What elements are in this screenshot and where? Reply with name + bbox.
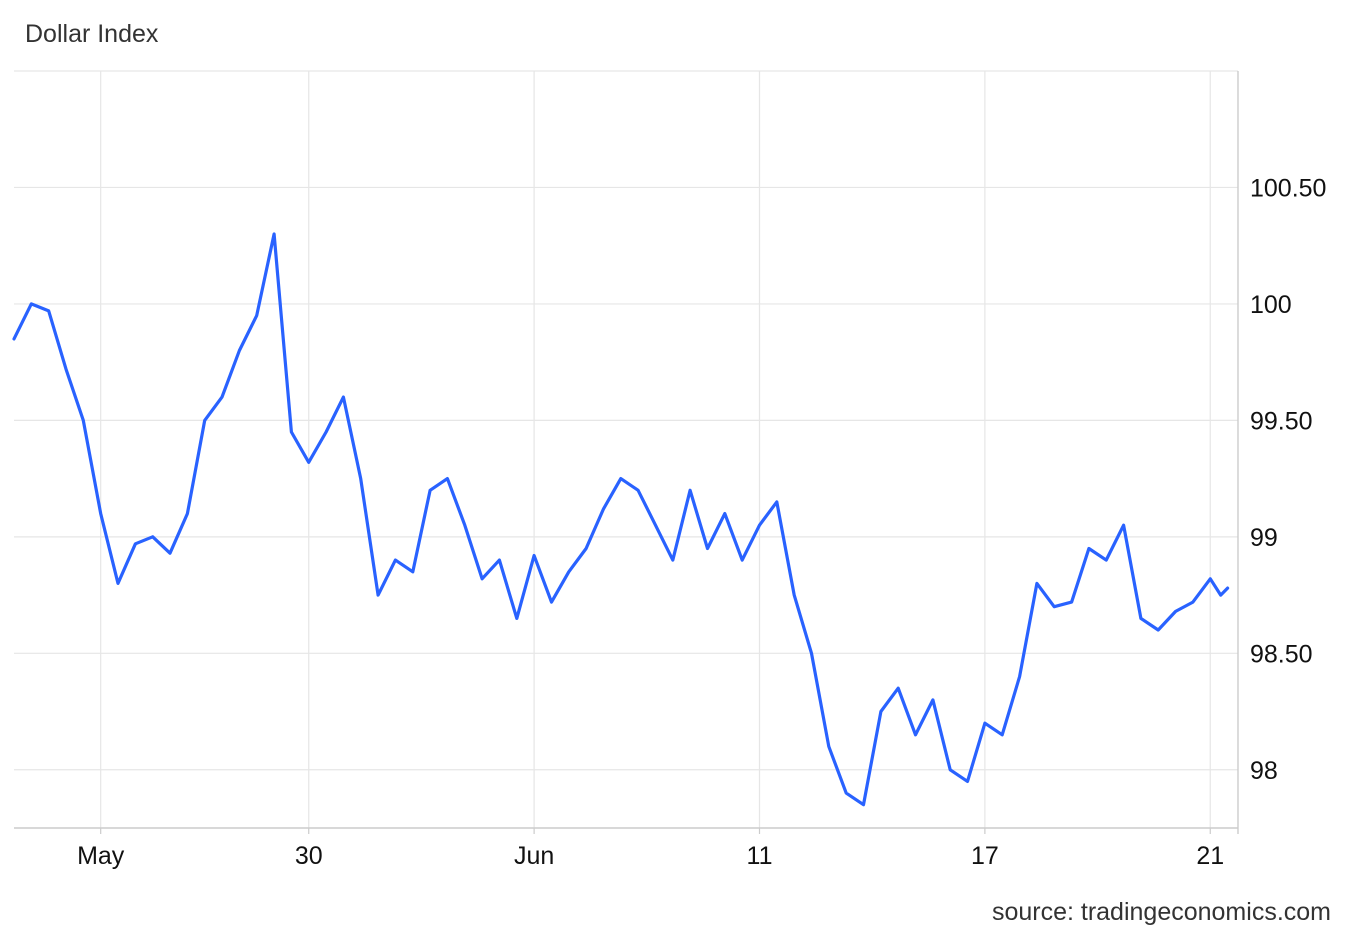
x-tick-label: 11 [747, 842, 773, 870]
x-axis-ticks: May 30 Jun 11 17 21 [77, 842, 1224, 870]
source-credit: source: tradingeconomics.com [991, 898, 1331, 926]
x-tick-label: Jun [514, 842, 554, 870]
y-tick-label: 100 [1250, 291, 1292, 319]
y-tick-label: 99.50 [1250, 407, 1313, 435]
x-tick-label: May [77, 842, 125, 870]
x-tick-label: 21 [1196, 842, 1224, 870]
chart-title: Dollar Index [25, 20, 159, 48]
y-tick-label: 100.50 [1250, 174, 1326, 202]
y-tick-label: 98.50 [1250, 640, 1313, 668]
y-tick-label: 98 [1250, 757, 1278, 785]
y-axis-ticks: 98 98.50 99 99.50 100 100.50 [1250, 174, 1326, 784]
series-line [12, 232, 1230, 807]
x-tick-label: 17 [971, 842, 999, 870]
axes [14, 71, 1239, 834]
series-layer [12, 232, 1230, 807]
y-tick-label: 99 [1250, 524, 1278, 552]
x-tick-label: 30 [295, 842, 323, 870]
grid [14, 70, 1238, 828]
